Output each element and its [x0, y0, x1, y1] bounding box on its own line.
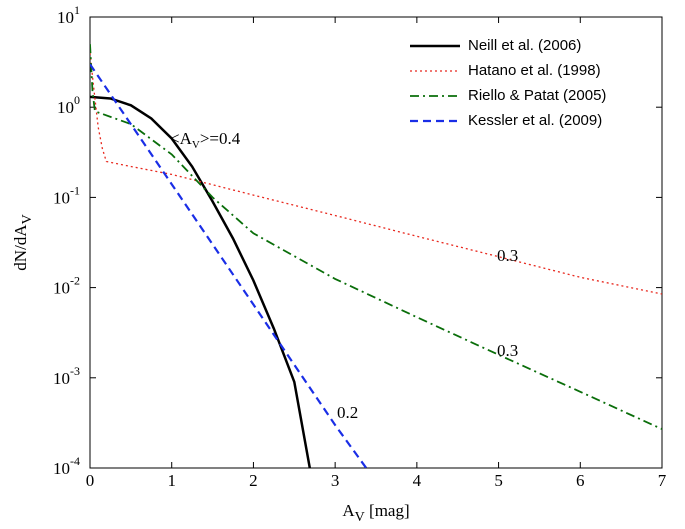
annotation: 0.3 — [497, 246, 518, 265]
y-tick-base: 10 — [53, 369, 70, 388]
y-tick-label: 10-3 — [53, 364, 80, 388]
x-tick-label: 5 — [494, 471, 503, 490]
y-tick-exponent: -2 — [70, 273, 80, 287]
legend-label: Hatano et al. (1998) — [468, 62, 601, 79]
x-axis-label-sub: V — [355, 510, 365, 525]
annotation-text: 0.3 — [497, 341, 518, 360]
x-axis-label-suffix: [mag] — [365, 501, 410, 520]
x-tick-label: 1 — [167, 471, 176, 490]
x-tick-label: 4 — [413, 471, 422, 490]
y-tick-base: 10 — [53, 459, 70, 478]
annotation-text: 0.3 — [497, 246, 518, 265]
annotation-text: 0.2 — [337, 403, 358, 422]
y-tick-exponent: 0 — [74, 93, 80, 107]
y-tick-label: 101 — [57, 3, 80, 27]
legend-label: Riello & Patat (2005) — [468, 87, 606, 104]
data-line — [90, 44, 662, 430]
annotation: 0.3 — [497, 341, 518, 360]
x-tick-label: 3 — [331, 471, 340, 490]
annotation-text: <A — [170, 129, 193, 148]
data-line — [90, 63, 368, 468]
y-axis-label-sub: V — [20, 214, 35, 224]
y-axis-label: dN/dAV — [11, 214, 35, 270]
y-tick-exponent: -3 — [70, 364, 80, 378]
y-tick-base: 10 — [53, 188, 70, 207]
x-axis-label-text: A — [342, 501, 355, 520]
x-tick-label: 7 — [658, 471, 667, 490]
y-axis-label-text: dN/dA — [11, 224, 30, 271]
annotation-sub: V — [192, 139, 200, 151]
annotation: 0.2 — [337, 403, 358, 422]
y-tick-label: 10-2 — [53, 273, 80, 297]
y-tick-exponent: -4 — [70, 454, 80, 468]
x-tick-label: 6 — [576, 471, 585, 490]
y-tick-label: 10-1 — [53, 183, 80, 207]
y-tick-label: 10-4 — [53, 454, 80, 478]
y-tick-exponent: -1 — [70, 183, 80, 197]
y-tick-base: 10 — [53, 279, 70, 298]
y-tick-label: 100 — [57, 93, 80, 117]
data-line — [90, 95, 312, 468]
legend-label: Neill et al. (2006) — [468, 37, 581, 54]
x-tick-label: 0 — [86, 471, 95, 490]
data-line — [90, 52, 662, 295]
y-tick-base: 10 — [57, 98, 74, 117]
annotation: <AV>=0.4 — [170, 129, 241, 151]
y-tick-exponent: 1 — [74, 3, 80, 17]
y-tick-base: 10 — [57, 8, 74, 27]
plot-frame — [89, 16, 663, 469]
annotation-suffix: >=0.4 — [200, 129, 241, 148]
legend-label: Kessler et al. (2009) — [468, 112, 602, 129]
x-axis-label: AV [mag] — [342, 501, 409, 525]
x-tick-label: 2 — [249, 471, 258, 490]
